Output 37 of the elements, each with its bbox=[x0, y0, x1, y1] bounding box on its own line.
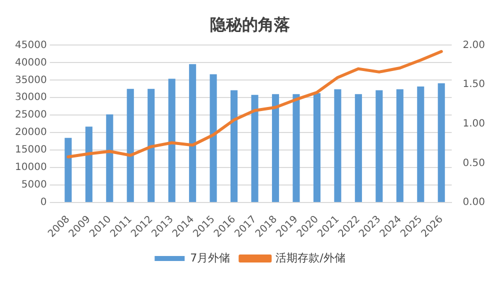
y-tick-label: 0 bbox=[40, 197, 47, 208]
bar bbox=[354, 94, 362, 202]
bar bbox=[272, 94, 280, 202]
bar bbox=[417, 86, 424, 202]
legend-label: 活期存款/外储 bbox=[276, 251, 346, 264]
y2-tick-label: 2.00 bbox=[462, 40, 485, 51]
y-tick-label: 35000 bbox=[15, 74, 47, 86]
bar bbox=[396, 89, 404, 202]
y-tick-label: 10000 bbox=[15, 162, 47, 174]
y-tick-label: 45000 bbox=[15, 40, 47, 51]
bar bbox=[334, 89, 342, 202]
bar bbox=[313, 93, 320, 202]
y2-tick-label: 1.50 bbox=[462, 79, 485, 90]
y-tick-label: 40000 bbox=[15, 57, 47, 68]
y2-tick-label: 0.50 bbox=[462, 158, 485, 169]
bar bbox=[189, 64, 196, 202]
bar bbox=[438, 83, 445, 202]
bar bbox=[148, 88, 155, 202]
y-tick-label: 15000 bbox=[15, 144, 47, 156]
y2-tick-label: 0.00 bbox=[462, 197, 485, 208]
y-tick-label: 5000 bbox=[21, 180, 47, 191]
bar bbox=[376, 90, 383, 202]
y2-tick-label: 1.00 bbox=[462, 118, 485, 130]
bar bbox=[126, 88, 134, 202]
y-tick-label: 25000 bbox=[15, 110, 47, 121]
y-tick-label: 30000 bbox=[15, 92, 47, 104]
y-tick-label: 20000 bbox=[15, 127, 47, 138]
bar bbox=[106, 114, 114, 202]
chart-title: 隐秘的角落 bbox=[210, 14, 290, 34]
bar bbox=[251, 94, 258, 202]
legend-label: 7月外储 bbox=[190, 251, 230, 264]
bar bbox=[230, 90, 238, 202]
bar bbox=[64, 138, 72, 202]
bar bbox=[210, 74, 217, 202]
bar bbox=[85, 126, 92, 202]
bar bbox=[292, 94, 300, 202]
bar bbox=[168, 78, 176, 202]
